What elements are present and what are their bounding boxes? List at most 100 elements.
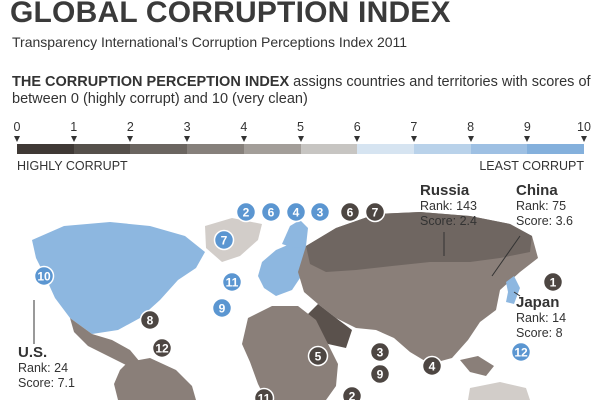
- map-badge-label: 2: [349, 390, 356, 400]
- scale-number: 10: [577, 120, 591, 134]
- map-badge-label: 4: [429, 360, 436, 374]
- scale-number: 2: [126, 120, 134, 134]
- scale-segment: [357, 144, 414, 154]
- mexico-central-america: [70, 318, 140, 366]
- scale-number: 3: [183, 120, 191, 134]
- intro-text: THE CORRUPTION PERCEPTION INDEX assigns …: [12, 74, 592, 108]
- page-subtitle: Transparency International’s Corruption …: [12, 34, 408, 50]
- map-badge: [139, 309, 161, 331]
- russia-score: Score: 2.4: [420, 214, 477, 228]
- china-info: China Rank: 75 Score: 3.6: [516, 182, 573, 229]
- africa: [242, 306, 338, 400]
- china-pointer: [491, 235, 521, 277]
- us-score: Score: 7.1: [18, 376, 75, 390]
- japan-score: Score: 8: [516, 326, 563, 340]
- map-badge: [213, 229, 235, 251]
- scale-tick: [581, 136, 587, 142]
- map-badge-label: 11: [258, 392, 271, 400]
- scale-number: 8: [467, 120, 475, 134]
- japan-name: Japan: [516, 294, 560, 311]
- map-badge-label: 6: [347, 206, 354, 220]
- scale-left-label: HIGHLY CORRUPT: [17, 159, 128, 173]
- map-badge-label: 8: [147, 314, 154, 328]
- scale-number: 7: [410, 120, 418, 134]
- scale-tick: [184, 136, 191, 142]
- map-badge: [307, 345, 329, 367]
- scale-tick: [240, 136, 247, 142]
- map-badge-label: 3: [377, 346, 384, 360]
- scale-bar: [17, 144, 585, 154]
- us-name: U.S.: [18, 344, 48, 361]
- scale-ticks: [0, 136, 600, 144]
- scale-tick: [467, 136, 474, 142]
- middle-east: [308, 304, 352, 348]
- map-badge-label: 4: [293, 206, 300, 220]
- scale-segment: [413, 144, 471, 154]
- scale-number: 0: [13, 120, 21, 134]
- russia-info: Russia Rank: 143 Score: 2.4: [420, 182, 477, 229]
- scale-number: 6: [353, 120, 361, 134]
- scale-number: 4: [240, 120, 248, 134]
- map-badge-label: 9: [219, 302, 226, 316]
- japan: [506, 276, 520, 304]
- japan-info: Japan Rank: 14 Score: 8: [516, 294, 566, 341]
- japan-rank: Rank: 14: [516, 311, 567, 325]
- scale-segment: [300, 144, 358, 154]
- scale-segment: [243, 144, 301, 154]
- map-badge-label: 5: [315, 350, 322, 364]
- map-badge-label: 10: [37, 270, 51, 284]
- scale-tick: [127, 136, 134, 142]
- map-badge: [260, 201, 282, 223]
- scale-number: 1: [70, 120, 78, 134]
- map-badge-label: 11: [226, 276, 239, 290]
- russia: [306, 212, 532, 272]
- scale-number: 5: [297, 120, 304, 134]
- map-badge: [421, 355, 443, 377]
- map-badge: [151, 337, 173, 359]
- map-badge: [341, 385, 363, 400]
- us-rank: Rank: 24: [18, 361, 69, 375]
- map-badge: [211, 297, 233, 319]
- western-europe: [258, 244, 312, 296]
- map-badge-label: 1: [550, 276, 557, 290]
- map-badge: [369, 341, 391, 363]
- china-name: China: [516, 182, 558, 199]
- map-badge: [542, 271, 564, 293]
- map-badge-label: 7: [221, 234, 228, 248]
- map-badge: [364, 201, 386, 223]
- us-info: U.S. Rank: 24 Score: 7.1: [18, 344, 75, 391]
- australia-top: [468, 382, 530, 400]
- china-rank: Rank: 75: [516, 199, 567, 213]
- scale-right-label: LEAST CORRUPT: [479, 159, 584, 173]
- map-badge: [339, 201, 361, 223]
- canada-usa: [32, 222, 205, 334]
- map-badge-label: 12: [514, 346, 528, 360]
- map-badge-label: 12: [155, 342, 169, 356]
- map-badge-label: 7: [372, 206, 379, 220]
- map-badge: [253, 387, 275, 400]
- scale-segment: [73, 144, 131, 154]
- scale-segment: [17, 144, 74, 154]
- scale-number: 9: [523, 120, 531, 134]
- scale-segment: [130, 144, 188, 154]
- russia-name: Russia: [420, 182, 470, 199]
- scale-tick: [14, 136, 20, 142]
- japan-pointer: [513, 291, 521, 297]
- map-badge: [285, 201, 307, 223]
- map-badge-label: 2: [243, 206, 250, 220]
- map-badge: [369, 363, 391, 385]
- russia-rank: Rank: 143: [420, 199, 477, 213]
- scale-segment: [527, 144, 585, 154]
- scale-tick: [354, 136, 361, 142]
- map-badge: [221, 271, 243, 293]
- map-badge-label: 6: [268, 206, 275, 220]
- map-badge: [33, 265, 55, 287]
- map-badge: [309, 201, 331, 223]
- scale-segment: [187, 144, 244, 154]
- intro-bold: THE CORRUPTION PERCEPTION INDEX: [12, 74, 290, 90]
- china-score: Score: 3.6: [516, 214, 573, 228]
- southeast-asia: [460, 356, 494, 376]
- scale-numbers: 0 1 2 3 4 5 6 7 8 9 10: [6, 120, 594, 134]
- map-badge: [510, 341, 532, 363]
